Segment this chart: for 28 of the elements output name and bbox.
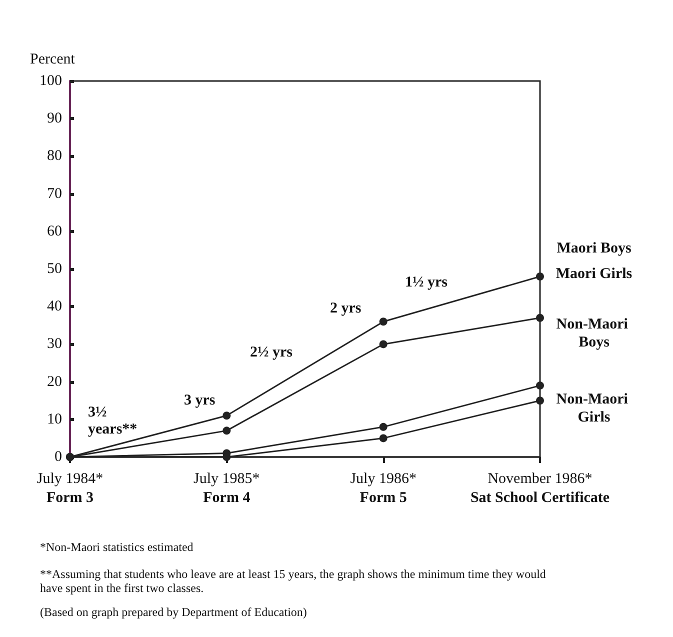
x-tick-label: July 1986* Form 5 [350,471,416,506]
series-label: Non-Maori Girls [556,392,632,426]
x-tick-label: July 1984* Form 3 [36,471,104,506]
text: Maori Girls [556,266,632,282]
text: (Based on graph prepared by Department of Education) [40,605,307,619]
y-tick-label: 20 [47,374,62,390]
text: *Non-Maori statistics estimated [40,540,194,554]
text: **Assuming that students who leave are at least 15 years, the graph shows the minimum time they would have spent in the first two classes. [40,567,549,595]
x-tick-label: July 1985* Form 4 [194,471,260,506]
y-tick-label: 10 [47,411,62,428]
y-tick-label: 0 [54,449,62,465]
y-tick-label: 90 [47,110,62,127]
annotation: 2 yrs [330,300,362,316]
y-tick-label: 50 [47,261,62,277]
y-tick-label: 60 [47,223,62,240]
y-tick-label: 100 [40,73,62,89]
y-tick-label: 70 [47,186,62,202]
x-tick-label: November 1986* Sat School Certificate [470,471,610,506]
series-label: Maori Boys [556,240,632,257]
y-tick-label: 30 [47,336,62,352]
y-tick-label: 40 [47,298,62,315]
annotation: 3½ years** [88,404,138,438]
annotation: 2½ yrs [250,344,293,360]
annotation: 3 yrs [184,392,216,408]
text: Non-Maori Boys [556,316,632,351]
annotation: 1½ yrs [405,274,448,290]
y-tick-label: 80 [47,148,62,164]
y-axis-title: Percent [30,52,76,68]
